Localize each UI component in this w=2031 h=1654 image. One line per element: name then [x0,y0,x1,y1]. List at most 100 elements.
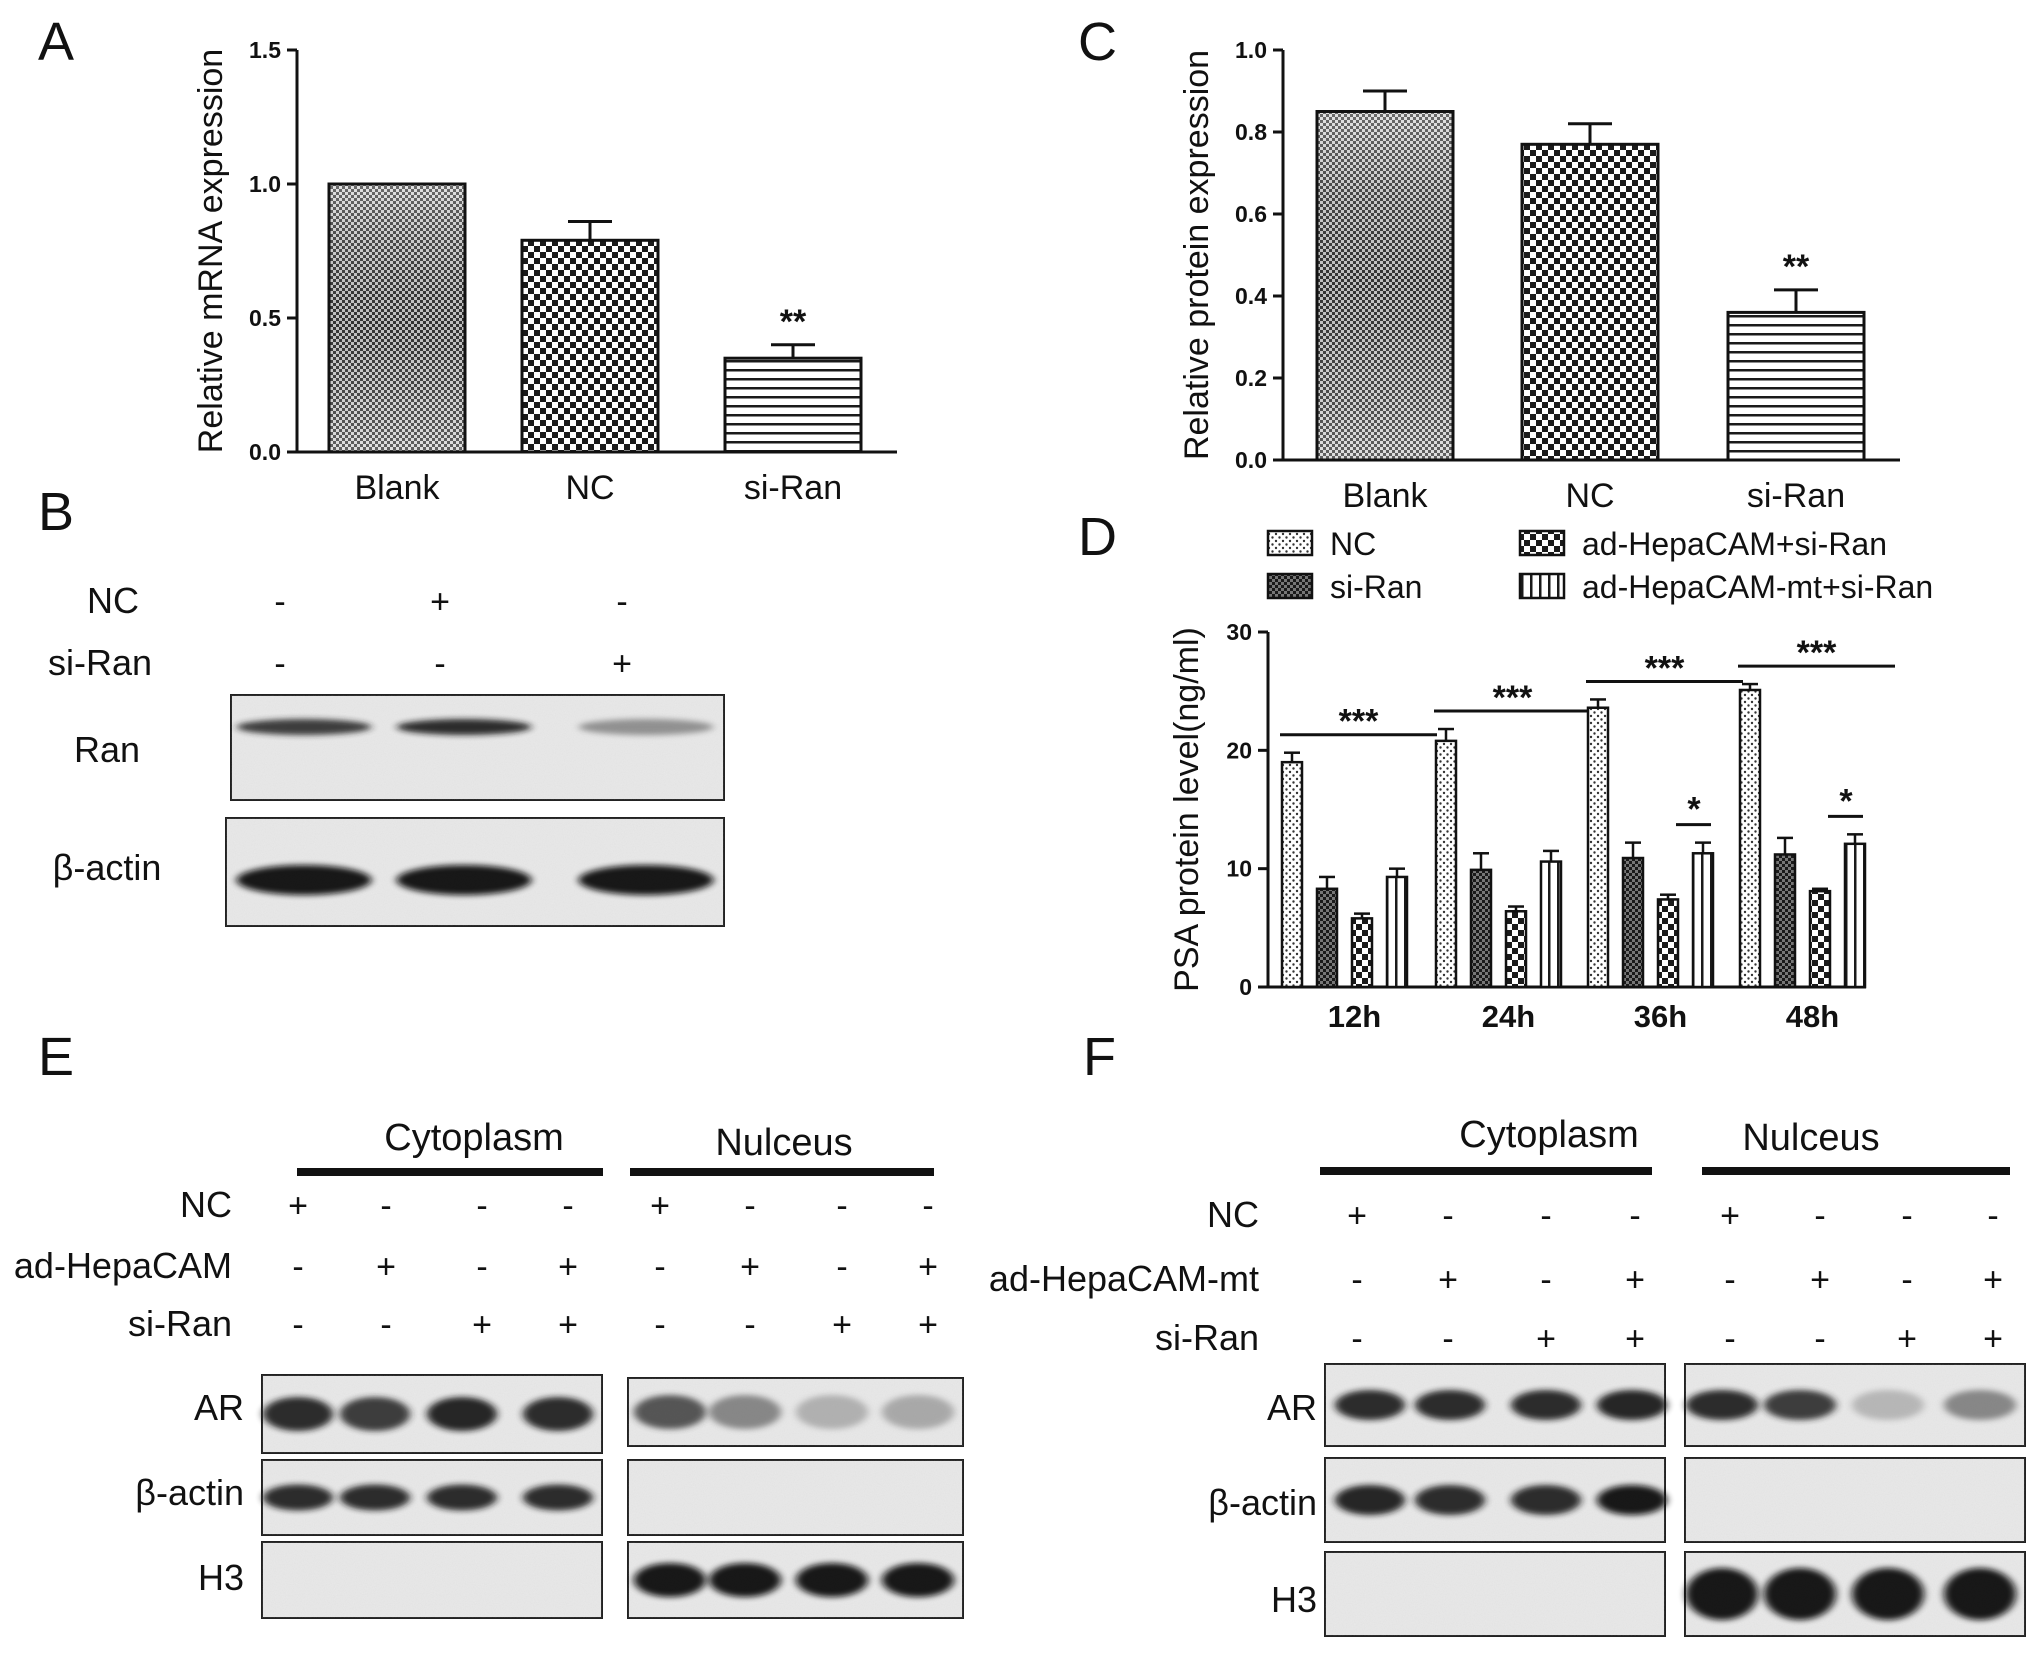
y-tick-label: 0.2 [1235,365,1267,391]
blot-band [263,1484,333,1511]
treatment-sign: - [654,1306,665,1344]
bar-shading [329,184,465,452]
row-label: si-Ran [128,1303,232,1344]
bar [1539,860,1563,989]
blot-band [796,1395,868,1429]
treatment-sign: + [1536,1320,1556,1358]
treatment-sign: - [292,1306,303,1344]
blot-band [340,1397,410,1431]
blot-band [634,1395,706,1429]
blot-band [796,1563,868,1597]
treatment-sign: - [562,1187,573,1225]
blot-band [1764,1390,1836,1420]
treatment-sign: - [292,1248,303,1286]
treatment-sign: - [1540,1197,1551,1235]
bar [725,358,861,452]
blot-band [578,719,714,735]
treatment-sign: + [1625,1261,1645,1299]
treatment-sign: - [380,1306,391,1344]
blot-band [263,1397,333,1431]
y-tick-label: 0.4 [1235,283,1267,309]
blot-band [709,1563,781,1597]
treatment-sign: + [558,1248,578,1286]
bar [1385,875,1409,989]
blot-texture [231,695,724,800]
y-axis-label: Relative protein expression [1178,50,1216,460]
blot-texture [628,1460,963,1535]
category-label: 36h [1634,999,1687,1034]
section-header: Nulceus [715,1122,852,1164]
section-header: Nulceus [1742,1117,1879,1159]
treatment-sign: + [650,1187,670,1225]
blot-band [709,1395,781,1429]
treatment-sign: - [1540,1261,1551,1299]
blot-band [882,1395,954,1429]
treatment-sign: + [1810,1261,1830,1299]
blot-band [1686,1568,1758,1620]
category-label: 12h [1328,999,1381,1034]
treatment-sign: + [558,1306,578,1344]
treatment-sign: - [1901,1261,1912,1299]
treatment-sign: - [1442,1197,1453,1235]
category-label: 48h [1786,999,1839,1034]
blot-band [427,1484,497,1511]
treatment-sign: + [1438,1261,1458,1299]
significance-marker: * [1687,791,1701,829]
treatment-sign: + [376,1248,396,1286]
treatment-sign: - [1629,1197,1640,1235]
y-tick-label: 0.0 [249,439,281,465]
row-label: ad-HepaCAM [14,1245,232,1286]
category-label: si-Ran [1747,477,1845,515]
blot-band [427,1397,497,1431]
category-label: NC [565,469,614,507]
blot-band [236,865,372,895]
category-label: Blank [1342,477,1428,515]
treatment-sign: - [1814,1320,1825,1358]
treatment-sign: + [1720,1197,1740,1235]
band-label: AR [194,1387,244,1428]
treatment-sign: - [744,1306,755,1344]
bar [1586,706,1610,989]
treatment-sign: + [918,1248,938,1286]
treatment-sign: + [472,1306,492,1344]
legend-swatch [1518,529,1566,557]
bar-outline [327,182,467,454]
blot-texture [1325,1552,1665,1636]
panel-label-e: E [38,1027,74,1087]
y-tick-label: 30 [1226,619,1252,645]
significance-marker: *** [1645,649,1685,687]
band-label: AR [1267,1387,1317,1428]
blot-band [396,865,532,895]
blot-band [1944,1568,2016,1620]
bar [1843,842,1867,989]
band-label: H3 [198,1557,244,1598]
treatment-sign: - [836,1187,847,1225]
blot-band [523,1484,593,1511]
panel-label-a: A [38,12,74,72]
significance-marker: ** [780,303,807,341]
blot-band [1852,1390,1924,1420]
bar [1469,868,1493,989]
y-tick-label: 0.5 [249,305,281,331]
bar [1621,856,1645,989]
blot-texture [262,1542,602,1618]
legend-swatch [1518,572,1566,600]
treatment-sign: - [476,1187,487,1225]
bar [1350,917,1374,989]
treatment-sign: - [1724,1320,1735,1358]
treatment-sign: + [612,645,632,683]
bar [1434,739,1458,989]
treatment-sign: - [274,645,285,683]
western-blot-f: Cytoplasm Nulceus NC + - - - + - - - ad-HepaCAM-mt -… [989,1114,2026,1637]
bar [1808,889,1832,989]
treatment-sign: - [836,1248,847,1286]
row-label: si-Ran [48,642,152,683]
blot-band [1686,1390,1758,1420]
blot-band [1852,1568,1924,1620]
panel-label-f: F [1083,1027,1116,1087]
bar-shading [1317,111,1453,460]
band-label: H3 [1271,1579,1317,1620]
legend-label: si-Ran [1330,569,1422,605]
panel-label-d: D [1078,507,1117,567]
